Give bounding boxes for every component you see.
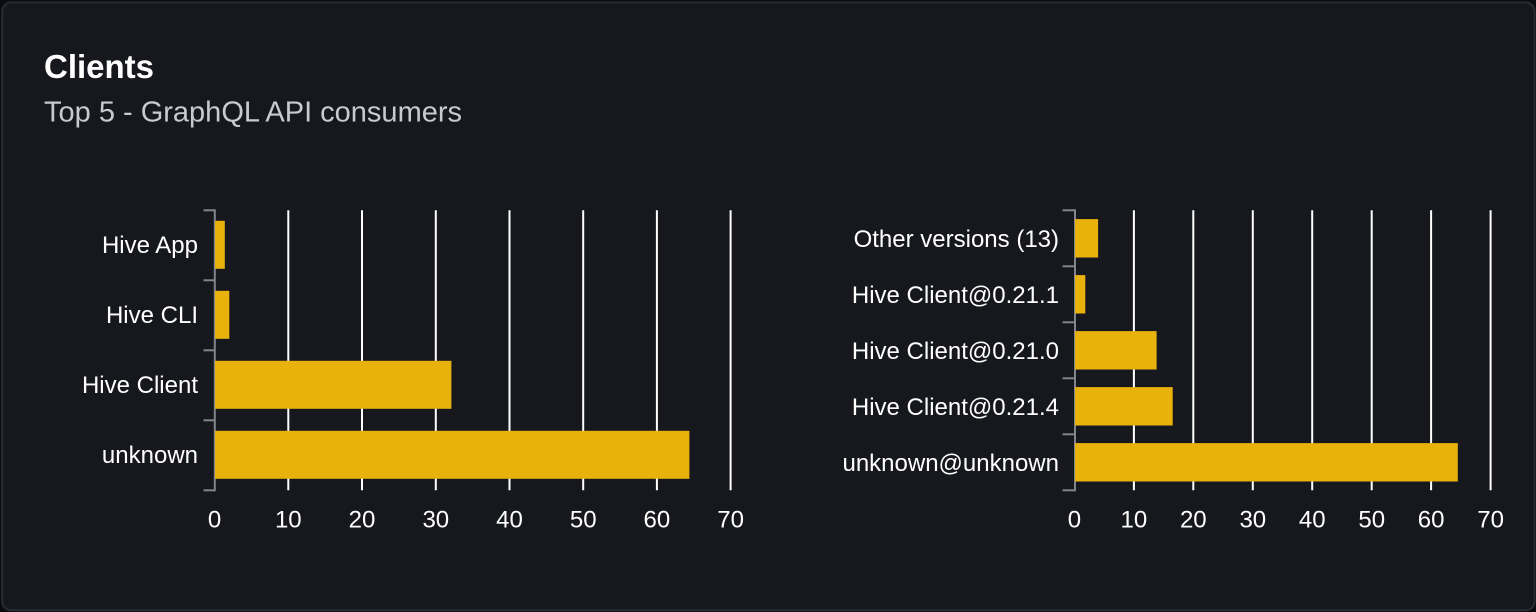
svg-text:50: 50 (1358, 506, 1385, 533)
svg-text:30: 30 (1239, 506, 1266, 533)
svg-text:Hive Client@0.21.1: Hive Client@0.21.1 (852, 282, 1059, 309)
svg-text:60: 60 (1418, 506, 1445, 533)
svg-text:70: 70 (717, 506, 744, 533)
svg-text:Hive Client@0.21.4: Hive Client@0.21.4 (852, 394, 1059, 421)
svg-text:10: 10 (1121, 506, 1148, 533)
svg-text:unknown: unknown (102, 442, 198, 469)
svg-text:50: 50 (570, 506, 597, 533)
svg-text:Hive CLI: Hive CLI (106, 302, 198, 329)
svg-text:Hive Client@0.21.0: Hive Client@0.21.0 (852, 338, 1059, 365)
svg-text:40: 40 (496, 506, 523, 533)
svg-text:20: 20 (1180, 506, 1207, 533)
svg-text:60: 60 (644, 506, 671, 533)
svg-text:Top 5 - GraphQL API consumers: Top 5 - GraphQL API consumers (44, 97, 462, 129)
svg-text:20: 20 (349, 506, 376, 533)
svg-text:70: 70 (1477, 506, 1504, 533)
svg-text:0: 0 (1068, 506, 1081, 533)
svg-text:unknown@unknown: unknown@unknown (842, 450, 1059, 477)
svg-text:0: 0 (208, 506, 221, 533)
svg-text:Hive Client: Hive Client (82, 372, 198, 399)
svg-text:Other versions (13): Other versions (13) (854, 226, 1059, 253)
svg-text:40: 40 (1299, 506, 1326, 533)
svg-text:30: 30 (422, 506, 449, 533)
svg-text:Clients: Clients (44, 48, 154, 85)
svg-text:Hive App: Hive App (102, 232, 198, 259)
svg-text:10: 10 (275, 506, 302, 533)
